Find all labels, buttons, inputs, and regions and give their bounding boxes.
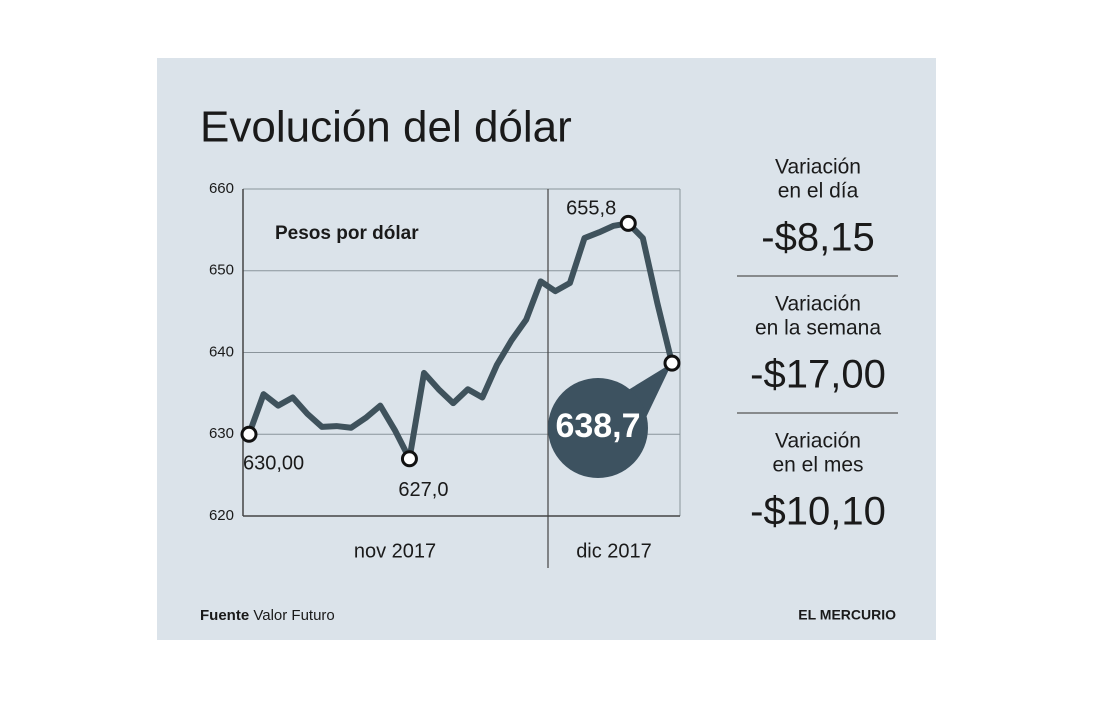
stat-label: Variación — [775, 156, 861, 179]
stat-value: -$10,10 — [750, 490, 886, 534]
y-tick-label: 630 — [209, 425, 234, 442]
chart-title: Evolución del dólar — [200, 103, 572, 152]
subtitle: Pesos por dólar — [275, 223, 419, 244]
y-tick-label: 620 — [209, 507, 234, 524]
stat-value: -$8,15 — [761, 216, 874, 260]
stat-label: Variación — [775, 293, 861, 316]
publisher: EL MERCURIO — [798, 607, 896, 623]
x-group-label: nov 2017 — [354, 540, 436, 562]
stat-value: -$17,00 — [750, 353, 886, 397]
value-label: 630,00 — [243, 453, 304, 475]
value-label: 627,0 — [398, 479, 448, 501]
point-marker — [240, 425, 258, 443]
x-group-label: dic 2017 — [576, 540, 652, 562]
line — [246, 220, 675, 462]
stat-label: en la semana — [755, 317, 881, 340]
panel — [157, 58, 936, 640]
y-tick-label: 650 — [209, 262, 234, 279]
stat-label: en el mes — [772, 454, 863, 477]
value-label: 655,8 — [566, 198, 616, 220]
value-label: 638,7 — [555, 407, 640, 445]
point-marker — [663, 354, 681, 372]
y-tick-label: 640 — [209, 343, 234, 360]
point-marker — [400, 450, 418, 468]
point-marker — [619, 214, 637, 232]
stat-label: en el día — [778, 180, 859, 203]
stat-label: Variación — [775, 430, 861, 453]
source-label: Fuente — [200, 607, 249, 624]
source: Fuente Valor Futuro — [200, 607, 335, 624]
source-name: Valor Futuro — [253, 607, 334, 624]
y-tick-label: 660 — [209, 180, 234, 197]
bubble — [548, 378, 648, 478]
